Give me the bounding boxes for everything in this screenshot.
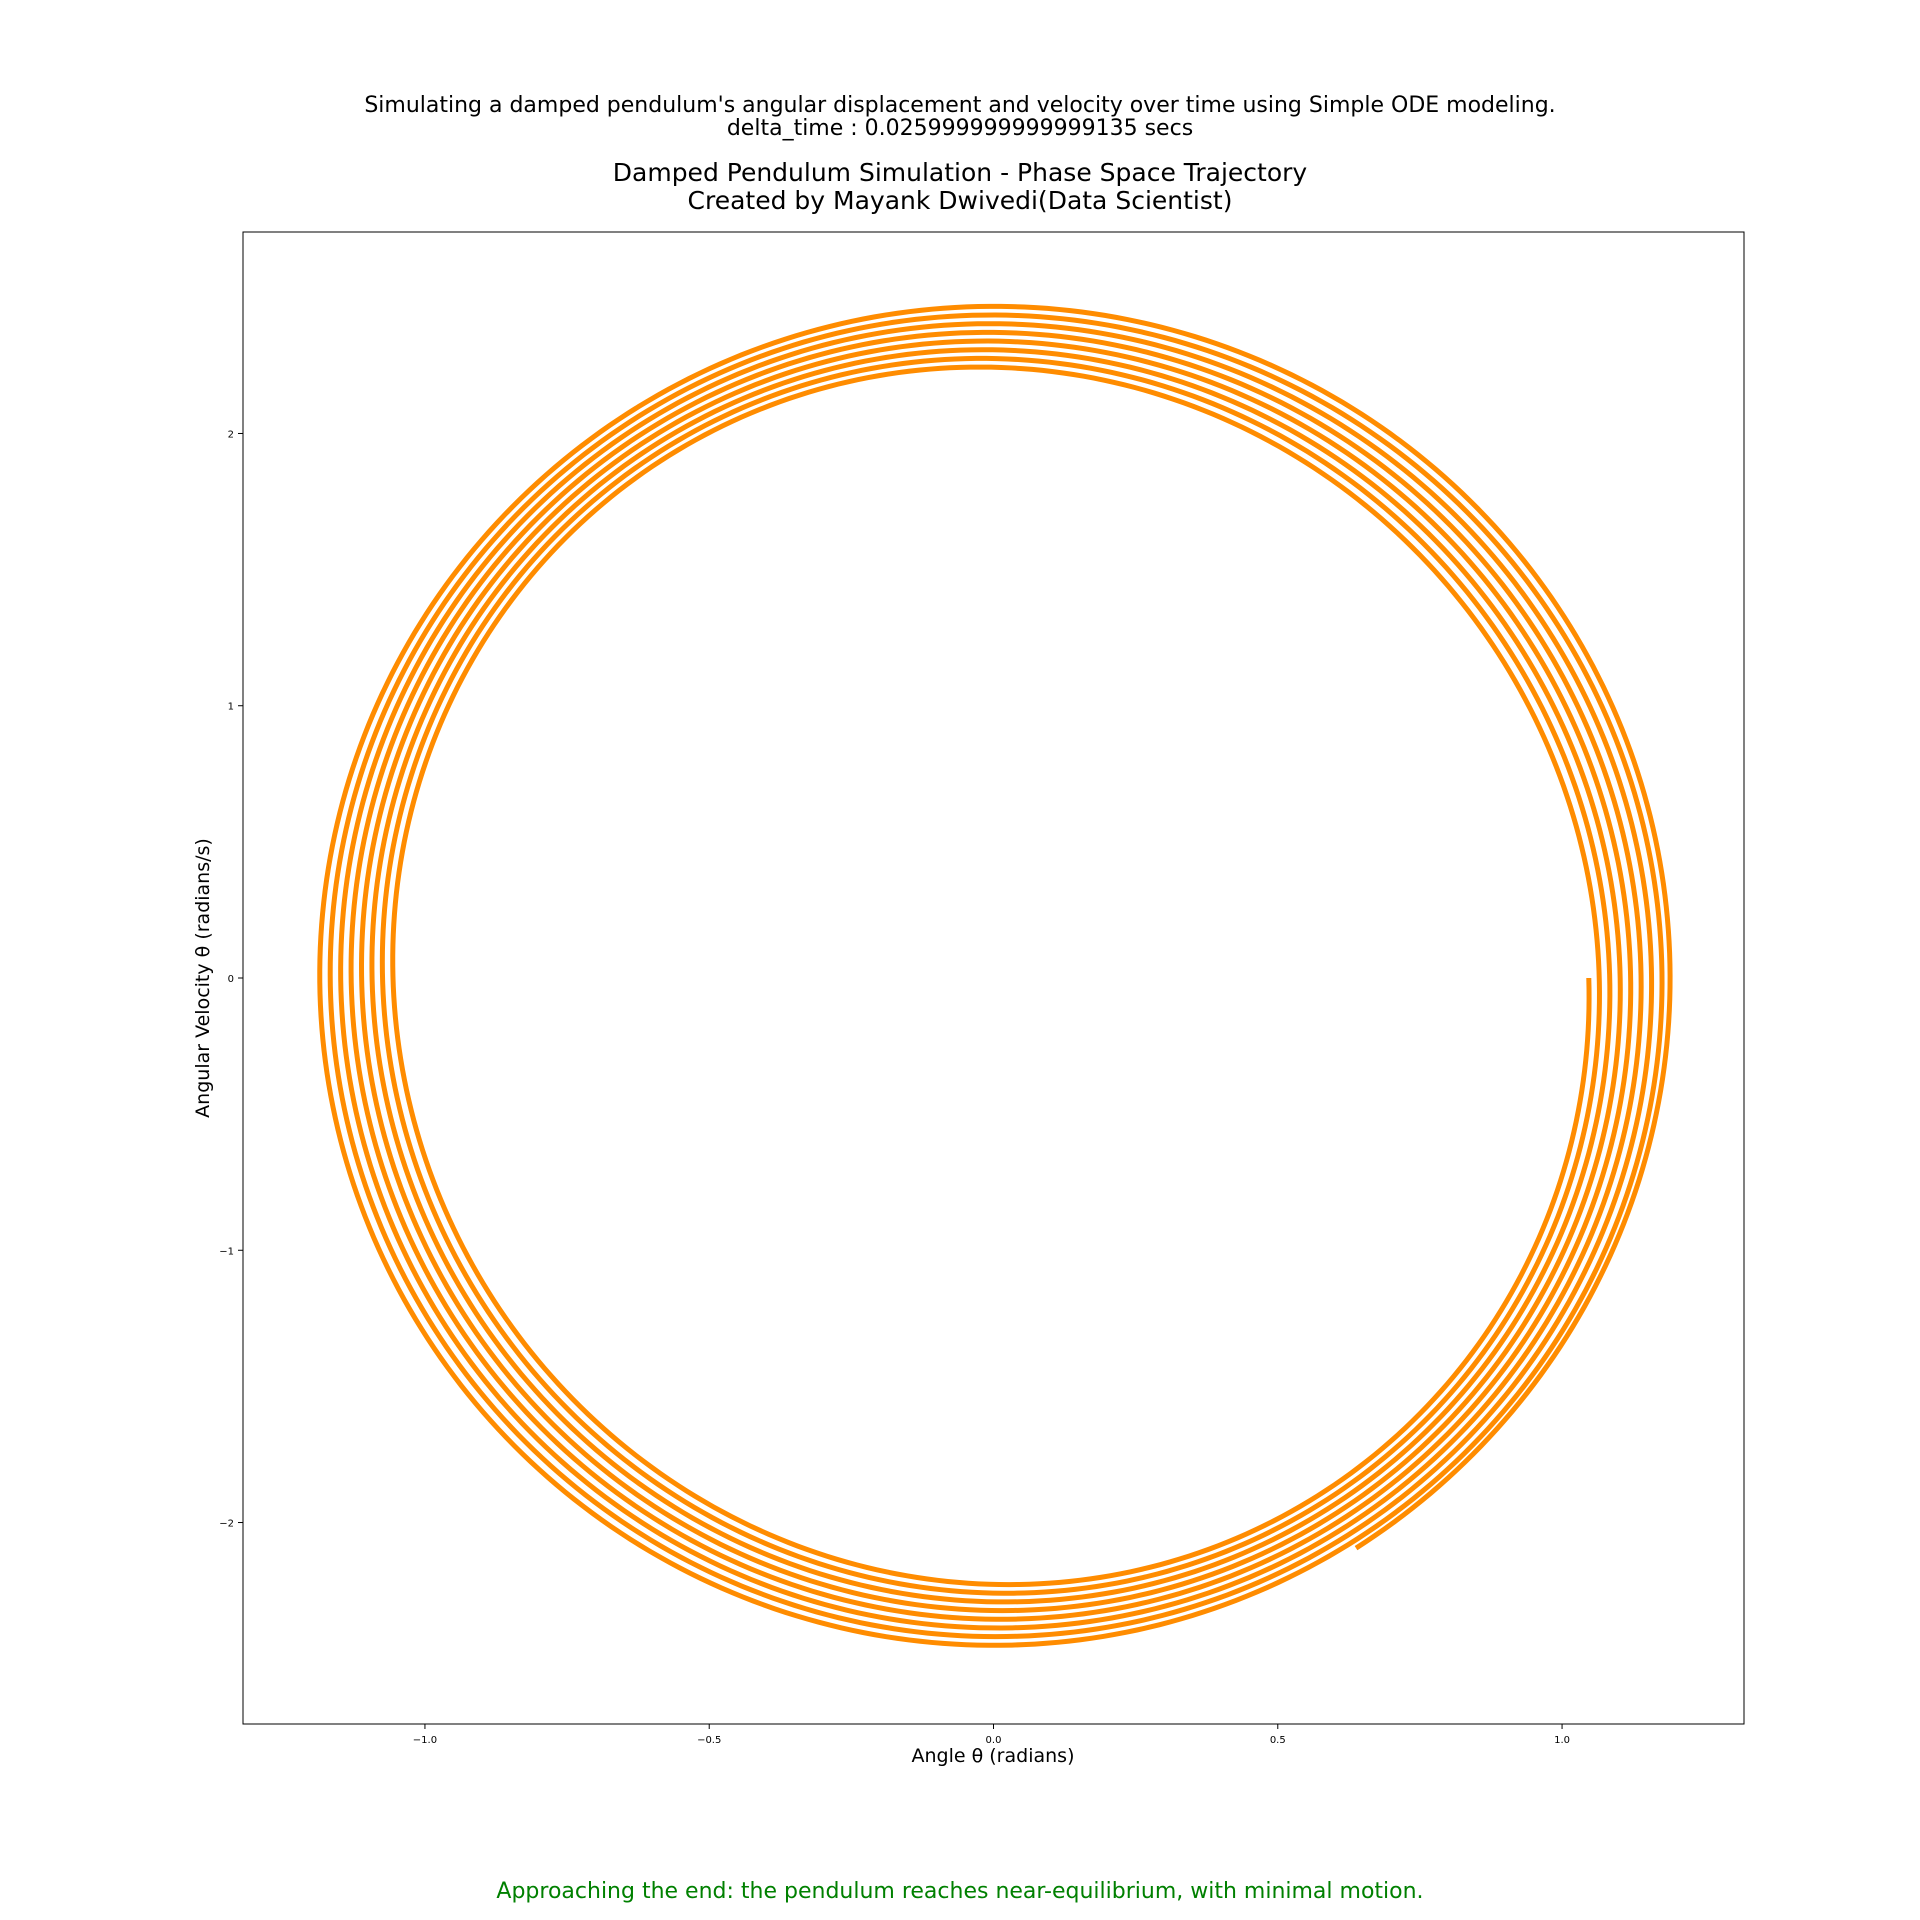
y-tick-label: 2 [228, 429, 234, 440]
suptitle-line-1: Simulating a damped pendulum's angular d… [364, 93, 1556, 118]
y-tick-label: −2 [219, 1519, 234, 1530]
chart-title-line-2: Created by Mayank Dwivedi(Data Scientist… [687, 186, 1233, 215]
y-tick-label: −1 [219, 1246, 234, 1257]
y-axis-ticks: −2 −1 0 1 2 [219, 429, 243, 1530]
footer-caption: Approaching the end: the pendulum reache… [496, 1879, 1424, 1904]
x-tick-label: 1.0 [1554, 1735, 1570, 1746]
y-tick-label: 0 [228, 974, 234, 985]
x-tick-label: 0.5 [1270, 1735, 1286, 1746]
x-axis-ticks: −1.0 −0.5 0.0 0.5 1.0 [413, 1724, 1570, 1746]
x-tick-label: −1.0 [413, 1735, 437, 1746]
axes-frame [242, 231, 1745, 1725]
phase-trajectory-line [317, 303, 1673, 1648]
x-tick-label: −0.5 [697, 1735, 721, 1746]
x-axis-label: Angle θ (radians) [912, 1745, 1075, 1767]
y-axis-label: Angular Velocity θ (radians/s) [192, 838, 214, 1118]
y-tick-label: 1 [228, 702, 234, 713]
x-tick-label: 0.0 [986, 1735, 1002, 1746]
chart-title-line-1: Damped Pendulum Simulation - Phase Space… [612, 158, 1308, 187]
suptitle-line-2: delta_time : 0.025999999999999135 secs [726, 116, 1194, 141]
